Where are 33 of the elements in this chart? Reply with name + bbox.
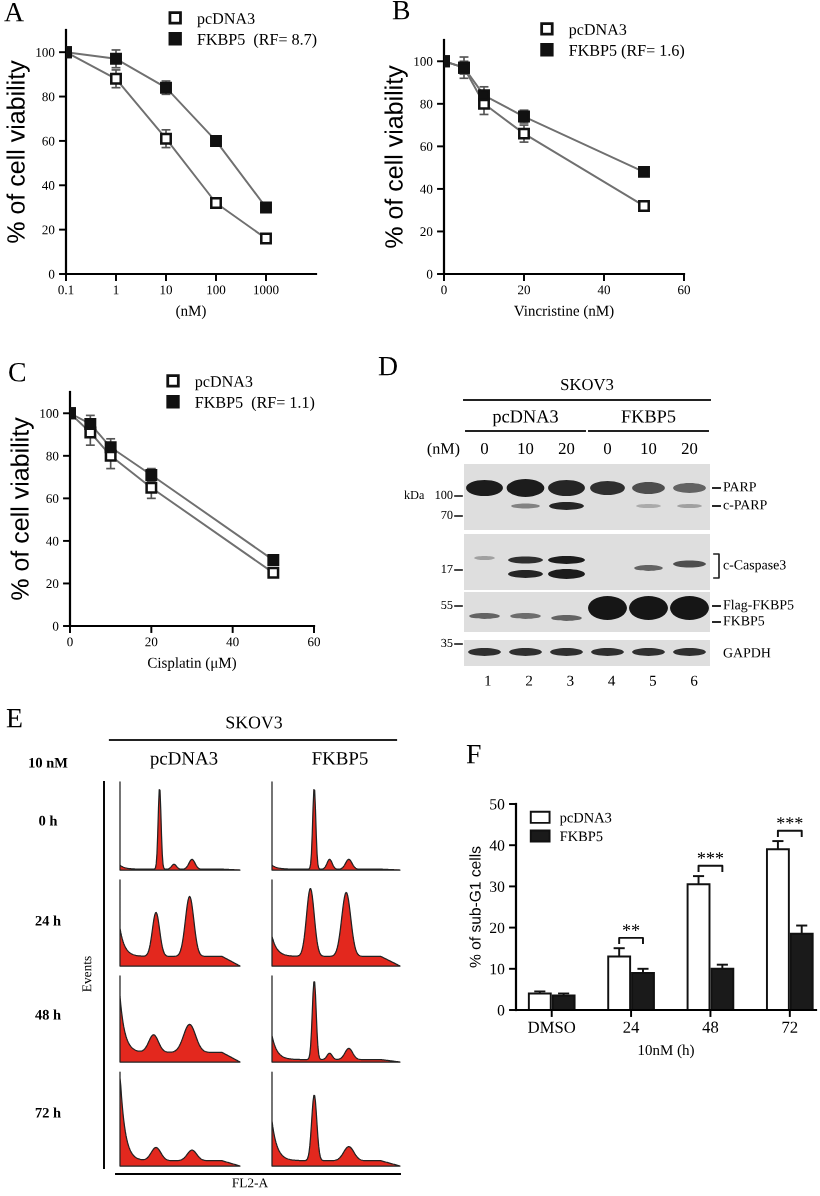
chart-title: A xyxy=(4,2,24,22)
chart-title: E xyxy=(6,709,22,728)
legend-label: FKBP5 (RF= 1.1) xyxy=(195,396,315,412)
chart-title: F xyxy=(466,745,481,764)
legend-label: FKBP5 (RF= 1.6) xyxy=(569,44,685,60)
annotation: ** xyxy=(622,924,640,931)
x-tick-label: 48 xyxy=(702,1021,719,1033)
category-label: 0 xyxy=(603,442,612,455)
x-tick-label: DMSO xyxy=(528,1021,576,1033)
legend-label: FKBP5 (RF= 8.7) xyxy=(197,33,317,49)
text: FKBP5 xyxy=(621,410,676,423)
y-axis-title: % of cell viability xyxy=(10,417,34,600)
annotation: *** xyxy=(777,817,803,824)
text: SKOV3 xyxy=(561,378,614,391)
category-label: 10 xyxy=(518,442,534,455)
chart-title: B xyxy=(392,1,410,20)
legend-label: pcDNA3 xyxy=(195,376,253,391)
text: D xyxy=(378,357,397,376)
chart-title: C xyxy=(9,362,25,382)
legend-label: pcDNA3 xyxy=(568,24,627,39)
y-axis-title: % of cell viability xyxy=(384,65,408,248)
x-tick-label: 24 xyxy=(623,1021,640,1033)
category-label: 10 xyxy=(641,442,657,455)
chart-subtitle: SKOV3 xyxy=(226,716,282,729)
legend-label: pcDNA3 xyxy=(197,13,255,28)
text: pcDNA3 xyxy=(492,410,558,427)
text: (nM) xyxy=(427,442,460,458)
category-label: 20 xyxy=(558,442,575,455)
x-tick-label: 72 xyxy=(782,1021,798,1033)
y-axis-title: % of cell viability xyxy=(6,60,30,243)
annotation: *** xyxy=(697,852,724,859)
category-label: 0 xyxy=(480,442,489,455)
category-label: 20 xyxy=(681,442,698,455)
